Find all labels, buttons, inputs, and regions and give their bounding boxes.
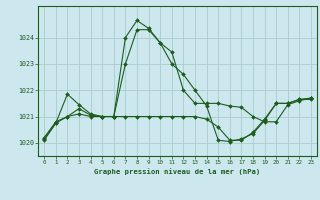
- X-axis label: Graphe pression niveau de la mer (hPa): Graphe pression niveau de la mer (hPa): [94, 168, 261, 175]
